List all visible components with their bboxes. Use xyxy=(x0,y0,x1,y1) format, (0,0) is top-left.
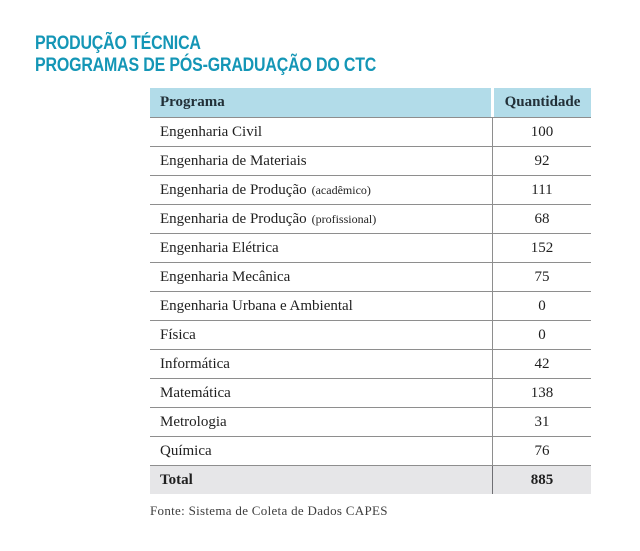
production-table: Programa Quantidade Engenharia Civil 100 E… xyxy=(150,88,591,494)
program-label: Química xyxy=(160,442,212,459)
program-cell: Física xyxy=(150,321,492,349)
program-cell: Química xyxy=(150,437,492,465)
program-cell: Informática xyxy=(150,350,492,378)
quantity-cell: 42 xyxy=(492,350,591,378)
table-row: Física 0 xyxy=(150,320,591,349)
total-value-cell: 885 xyxy=(492,466,591,494)
table-row: Engenharia Civil 100 xyxy=(150,117,591,146)
program-label: Engenharia de Produção xyxy=(160,210,307,227)
quantity-cell: 31 xyxy=(492,408,591,436)
program-label: Engenharia Mecânica xyxy=(160,268,291,285)
program-cell: Engenharia Mecânica xyxy=(150,263,492,291)
table-row: Metrologia 31 xyxy=(150,407,591,436)
program-label: Engenharia de Produção xyxy=(160,181,307,198)
table-row: Informática 42 xyxy=(150,349,591,378)
table-row: Engenharia Mecânica 75 xyxy=(150,262,591,291)
program-label: Matemática xyxy=(160,384,231,401)
program-label: Metrologia xyxy=(160,413,227,430)
quantity-cell: 76 xyxy=(492,437,591,465)
program-cell: Matemática xyxy=(150,379,492,407)
header-quantity-cell: Quantidade xyxy=(494,88,591,117)
table-total-row: Total 885 xyxy=(150,465,591,494)
header-program-cell: Programa xyxy=(150,88,491,117)
table-row: Matemática 138 xyxy=(150,378,591,407)
program-cell: Engenharia Civil xyxy=(150,118,492,146)
table-row: Química 76 xyxy=(150,436,591,465)
table-header-row: Programa Quantidade xyxy=(150,88,591,117)
program-label: Informática xyxy=(160,355,230,372)
program-cell: Engenharia de Produção (acadêmico) xyxy=(150,176,492,204)
page-title-line2: PROGRAMAS DE PÓS-GRADUAÇÃO DO CTC xyxy=(35,55,377,76)
program-cell: Engenharia de Materiais xyxy=(150,147,492,175)
quantity-cell: 100 xyxy=(492,118,591,146)
quantity-cell: 0 xyxy=(492,321,591,349)
quantity-cell: 0 xyxy=(492,292,591,320)
program-label: Engenharia de Materiais xyxy=(160,152,307,169)
program-label: Engenharia Urbana e Ambiental xyxy=(160,297,353,314)
program-cell: Metrologia xyxy=(150,408,492,436)
source-caption: Fonte: Sistema de Coleta de Dados CAPES xyxy=(150,503,388,518)
table-row: Engenharia de Materiais 92 xyxy=(150,146,591,175)
program-label: Engenharia Civil xyxy=(160,123,263,140)
table-row: Engenharia de Produção (profissional) 68 xyxy=(150,204,591,233)
total-label-cell: Total xyxy=(160,471,193,488)
table-row: Engenharia Elétrica 152 xyxy=(150,233,591,262)
quantity-cell: 68 xyxy=(492,205,591,233)
quantity-cell: 92 xyxy=(492,147,591,175)
table-row: Engenharia Urbana e Ambiental 0 xyxy=(150,291,591,320)
quantity-cell: 152 xyxy=(492,234,591,262)
program-label: Engenharia Elétrica xyxy=(160,239,279,256)
page-title: PRODUÇÃO TÉCNICA PROGRAMAS DE PÓS-GRADUA… xyxy=(35,33,376,77)
quantity-cell: 111 xyxy=(492,176,591,204)
program-sublabel: (profissional) xyxy=(311,211,377,226)
program-sublabel: (acadêmico) xyxy=(311,182,371,197)
program-label: Física xyxy=(160,326,196,343)
table-body: Engenharia Civil 100 Engenharia de Materia… xyxy=(150,117,591,465)
program-cell: Engenharia Urbana e Ambiental xyxy=(150,292,492,320)
table-row: Engenharia de Produção (acadêmico) 111 xyxy=(150,175,591,204)
program-cell: Engenharia de Produção (profissional) xyxy=(150,205,492,233)
page-title-line1: PRODUÇÃO TÉCNICA xyxy=(35,33,201,54)
quantity-cell: 138 xyxy=(492,379,591,407)
quantity-cell: 75 xyxy=(492,263,591,291)
program-cell: Engenharia Elétrica xyxy=(150,234,492,262)
